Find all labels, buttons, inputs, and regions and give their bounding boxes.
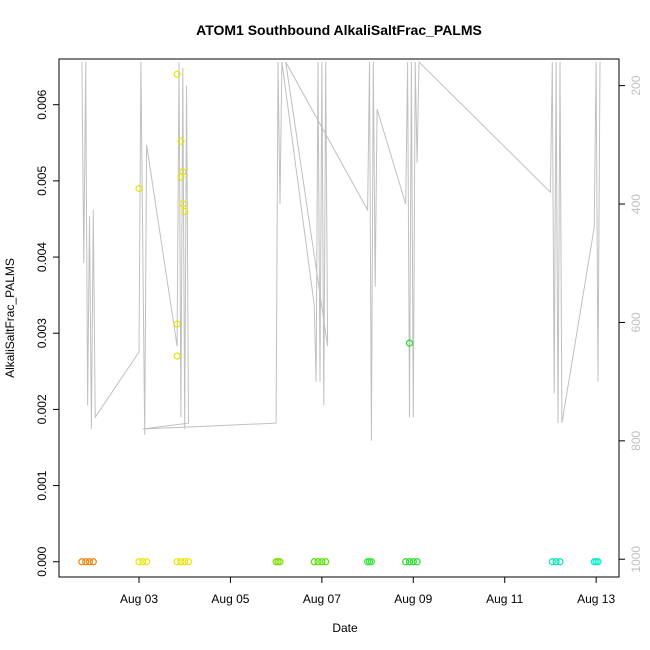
data-point <box>82 558 90 566</box>
data-point <box>367 558 375 566</box>
data-points-layer <box>78 70 602 566</box>
data-point <box>135 558 143 566</box>
data-point <box>314 558 322 566</box>
y-tick-label: 0.006 <box>35 89 49 119</box>
data-point <box>177 137 185 145</box>
x-axis-label: Date <box>332 621 358 635</box>
data-point <box>177 558 185 566</box>
data-point <box>173 352 181 360</box>
data-point <box>143 558 151 566</box>
y-tick-label: 0.001 <box>35 470 49 500</box>
x-tick-label: Aug 05 <box>211 592 249 606</box>
plot-frame <box>58 58 620 578</box>
data-point <box>173 320 181 328</box>
data-point <box>181 558 189 566</box>
data-point <box>139 558 147 566</box>
y2-tick-label: 400 <box>629 194 643 214</box>
data-point <box>402 558 410 566</box>
data-point <box>548 558 556 566</box>
y2-tick-label: 800 <box>629 431 643 451</box>
data-point <box>173 70 181 78</box>
data-point <box>405 558 414 566</box>
data-point <box>310 558 318 566</box>
y-tick-label: 0.002 <box>35 394 49 424</box>
data-point <box>276 558 284 566</box>
y-tick-label: 0.005 <box>35 166 49 196</box>
y2-tick-label: 600 <box>629 312 643 332</box>
data-point <box>85 558 94 566</box>
data-point <box>78 558 86 566</box>
chart-title: ATOM1 Southbound AlkaliSaltFrac_PALMS <box>196 22 482 38</box>
x-tick-label: Aug 11 <box>486 592 523 606</box>
data-point <box>552 558 560 566</box>
data-point <box>409 558 417 566</box>
data-point <box>556 558 564 566</box>
data-point <box>135 184 143 193</box>
data-point <box>594 558 602 566</box>
data-point <box>173 558 181 566</box>
y-axis-label: AlkaliSaltFrac_PALMS <box>3 258 17 378</box>
axes-layer: Aug 03 Aug 05 Aug 07 Aug 09 Aug 11 Aug 13 0.00… <box>35 75 643 606</box>
data-point <box>89 558 97 566</box>
x-tick-label: Aug 09 <box>394 592 432 606</box>
data-point <box>413 558 421 566</box>
data-point <box>181 207 189 215</box>
y-tick-label: 0.000 <box>35 546 49 576</box>
x-tick-label: Aug 13 <box>577 592 615 606</box>
y2-tick-label: 200 <box>629 75 643 95</box>
pressure-trace-layer <box>81 60 601 441</box>
data-point <box>179 200 187 208</box>
data-point <box>177 173 185 181</box>
data-point <box>318 558 326 566</box>
y-tick-label: 0.004 <box>35 242 49 272</box>
data-point <box>322 558 330 566</box>
y2-tick-label: 1000 <box>629 546 643 573</box>
x-tick-label: Aug 03 <box>120 592 158 606</box>
data-point <box>184 558 193 566</box>
x-tick-label: Aug 07 <box>303 592 341 606</box>
data-point <box>405 339 414 347</box>
pressure-trace-line <box>81 60 601 441</box>
y-tick-label: 0.003 <box>35 318 49 348</box>
